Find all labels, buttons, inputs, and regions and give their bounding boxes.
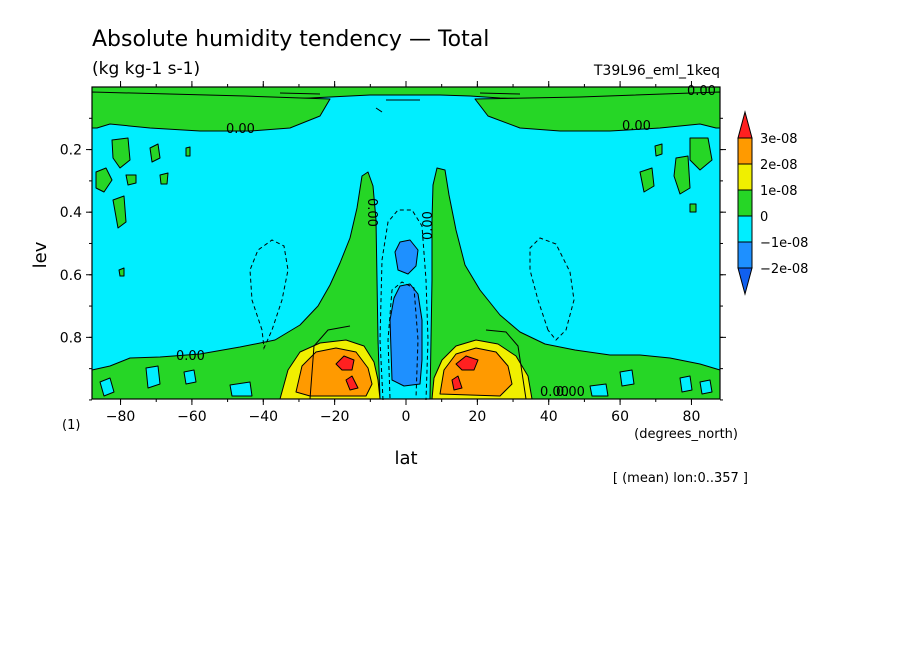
positive-region bbox=[185, 146, 191, 157]
contour-lines bbox=[249, 92, 575, 401]
positive-region bbox=[125, 174, 137, 186]
positive-region bbox=[673, 155, 691, 195]
green-contour-region bbox=[91, 86, 721, 400]
y-tick-label: 0.4 bbox=[60, 205, 82, 221]
contour-label: 0.00 bbox=[176, 349, 205, 364]
colorbar-min-triangle bbox=[737, 267, 753, 296]
chart-title: Absolute humidity tendency — Total bbox=[92, 27, 489, 52]
contour-labels: 0.00 0.00 0.00 0.00 0.00 0.00 0.00 0.00 bbox=[176, 84, 716, 400]
negative-pocket bbox=[183, 369, 197, 385]
colorbar-label: 0 bbox=[760, 210, 768, 225]
colorbar-label: 3e-08 bbox=[760, 132, 798, 147]
y-tick-label: 0.8 bbox=[60, 330, 82, 346]
positive-region bbox=[639, 167, 655, 193]
positive-region bbox=[654, 143, 663, 157]
x-axis: −80 −60 −40 −20 0 20 40 60 80 bbox=[106, 81, 701, 425]
contour-field bbox=[91, 86, 721, 401]
contour-line bbox=[485, 329, 527, 400]
negative-peak-region bbox=[389, 283, 423, 387]
contour-line bbox=[479, 92, 521, 95]
contour-line bbox=[375, 107, 383, 113]
positive-region bbox=[474, 91, 721, 132]
y-axis-label: lev bbox=[30, 241, 51, 268]
positive-region bbox=[91, 171, 381, 400]
negative-peak-region bbox=[394, 239, 419, 275]
colorbar-label: 1e-08 bbox=[760, 184, 798, 199]
y-axis: 0.2 0.4 0.6 0.8 bbox=[60, 117, 726, 401]
negative-contour-line bbox=[529, 237, 575, 341]
positive-peak-region bbox=[335, 355, 355, 371]
x-tick-label: −80 bbox=[106, 409, 136, 425]
positive-peak-region bbox=[345, 375, 359, 391]
negative-pocket bbox=[589, 383, 609, 397]
colorbar-label: −1e-08 bbox=[760, 236, 808, 251]
x-axis-units: (degrees_north) bbox=[634, 427, 738, 442]
contour-label: 0.00 bbox=[421, 211, 436, 240]
contour-label: 0.00 bbox=[556, 385, 585, 400]
warm-contour-region bbox=[279, 339, 533, 400]
colorbar-swatch bbox=[737, 215, 753, 243]
positive-region bbox=[689, 203, 697, 213]
colorbar: 3e-08 2e-08 1e-08 0 −1e-08 −2e-08 bbox=[737, 110, 808, 296]
positive-region bbox=[118, 267, 125, 277]
x-tick-label: 20 bbox=[468, 409, 486, 425]
colorbar-swatch bbox=[737, 137, 753, 165]
contour-label: 0.00 bbox=[364, 198, 379, 227]
x-tick-label: −20 bbox=[320, 409, 350, 425]
negative-contour-line bbox=[379, 209, 429, 401]
positive-region bbox=[111, 137, 131, 169]
colorbar-label: 2e-08 bbox=[760, 158, 798, 173]
negative-pocket bbox=[619, 369, 635, 387]
footnote: [ (mean) lon:0..357 ] bbox=[613, 471, 748, 486]
chart-subtitle: (kg kg-1 s-1) bbox=[92, 59, 200, 79]
contour-line bbox=[309, 325, 351, 400]
negative-pocket bbox=[99, 377, 115, 397]
contour-label: 0.00 bbox=[540, 385, 569, 400]
x-tick-label: −40 bbox=[248, 409, 278, 425]
negative-pocket bbox=[229, 381, 253, 397]
contour-label: 0.00 bbox=[226, 122, 255, 137]
positive-region bbox=[149, 143, 161, 163]
colorbar-swatch bbox=[737, 163, 753, 191]
positive-region bbox=[429, 167, 721, 400]
y-axis-units: (1) bbox=[62, 418, 80, 433]
negative-pocket bbox=[699, 379, 713, 395]
y-tick-label: 0.2 bbox=[60, 143, 82, 159]
negative-pocket bbox=[679, 375, 693, 393]
positive-region bbox=[689, 137, 713, 171]
x-tick-label: 0 bbox=[402, 409, 411, 425]
colorbar-swatch bbox=[737, 189, 753, 217]
negative-contour-line bbox=[249, 239, 289, 350]
positive-peak-region bbox=[455, 355, 479, 371]
negative-contour-line bbox=[387, 281, 419, 399]
colorbar-swatch bbox=[737, 241, 753, 269]
contour-line bbox=[279, 92, 321, 95]
positive-region bbox=[112, 195, 127, 229]
contour-label: 0.00 bbox=[622, 119, 651, 134]
x-tick-label: −60 bbox=[177, 409, 207, 425]
blue-contour-region bbox=[389, 239, 423, 387]
positive-peak-region bbox=[451, 375, 463, 391]
x-tick-label: 60 bbox=[611, 409, 629, 425]
x-axis-label: lat bbox=[394, 448, 417, 469]
x-tick-label: 40 bbox=[540, 409, 558, 425]
x-tick-label: 80 bbox=[683, 409, 701, 425]
colorbar-max-triangle bbox=[737, 110, 753, 139]
contour-label: 0.00 bbox=[687, 84, 716, 99]
run-label: T39L96_eml_1keq bbox=[593, 63, 720, 79]
y-tick-label: 0.6 bbox=[60, 268, 82, 284]
positive-region bbox=[91, 91, 331, 132]
positive-region bbox=[159, 172, 169, 185]
colorbar-label: −2e-08 bbox=[760, 262, 808, 277]
positive-region bbox=[95, 167, 113, 193]
negative-pocket bbox=[145, 365, 161, 389]
